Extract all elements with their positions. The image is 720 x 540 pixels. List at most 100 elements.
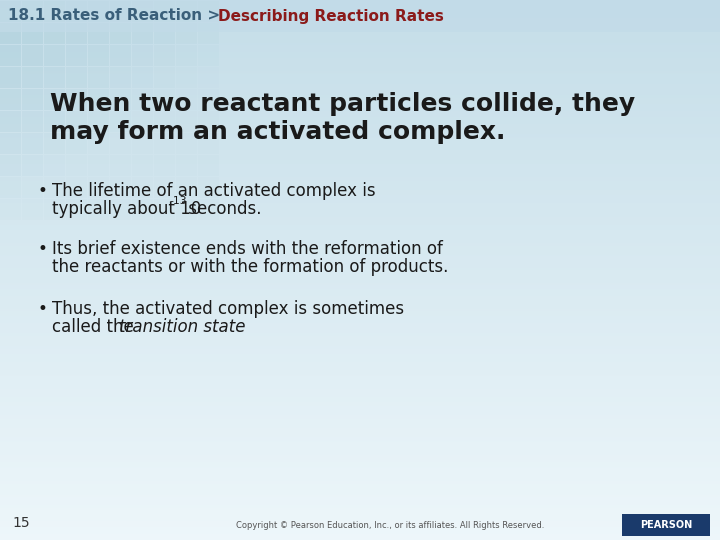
Bar: [0, 466, 720, 467]
Bar: [0, 364, 720, 365]
Bar: [0, 69, 720, 70]
Text: the reactants or with the formation of products.: the reactants or with the formation of p…: [52, 258, 449, 276]
Bar: [0, 468, 720, 469]
Bar: [0, 60, 720, 61]
Bar: [0, 158, 720, 159]
Bar: [0, 490, 720, 491]
Bar: [0, 441, 720, 442]
Bar: [132, 111, 153, 132]
Bar: [0, 204, 720, 205]
Bar: [0, 89, 21, 110]
Bar: [0, 419, 720, 420]
Bar: [0, 330, 720, 331]
Bar: [0, 312, 720, 313]
Bar: [132, 67, 153, 88]
Bar: [0, 86, 720, 87]
Bar: [0, 367, 720, 368]
Bar: [0, 360, 720, 361]
Bar: [0, 317, 720, 318]
Bar: [198, 111, 219, 132]
Bar: [0, 511, 720, 512]
Bar: [0, 494, 720, 495]
Bar: [0, 446, 720, 447]
Bar: [0, 239, 720, 240]
Bar: [0, 45, 21, 66]
Bar: [198, 45, 219, 66]
Bar: [0, 289, 720, 290]
Bar: [0, 276, 720, 277]
Bar: [0, 308, 720, 309]
Bar: [0, 374, 720, 375]
Text: When two reactant particles collide, they: When two reactant particles collide, the…: [50, 92, 635, 116]
Bar: [0, 80, 720, 81]
Text: seconds.: seconds.: [183, 200, 261, 218]
Bar: [0, 502, 720, 503]
Bar: [0, 268, 720, 269]
Bar: [0, 352, 720, 353]
Bar: [0, 534, 720, 535]
Bar: [0, 105, 720, 106]
Bar: [0, 246, 720, 247]
Bar: [0, 67, 720, 68]
Text: may form an activated complex.: may form an activated complex.: [50, 120, 505, 144]
Bar: [0, 482, 720, 483]
Bar: [0, 137, 720, 138]
Bar: [0, 399, 720, 400]
Bar: [44, 23, 65, 44]
Bar: [0, 176, 720, 177]
Bar: [0, 85, 720, 86]
Bar: [0, 469, 720, 470]
Text: transition state: transition state: [119, 318, 246, 336]
Bar: [0, 136, 720, 137]
Bar: [0, 473, 720, 474]
Bar: [0, 341, 720, 342]
Bar: [44, 155, 65, 176]
Bar: [0, 129, 720, 130]
Bar: [0, 435, 720, 436]
Bar: [0, 8, 720, 9]
Bar: [0, 94, 720, 95]
Bar: [0, 72, 720, 73]
Bar: [0, 412, 720, 413]
Bar: [0, 331, 720, 332]
Bar: [0, 205, 720, 206]
Bar: [0, 249, 720, 250]
Bar: [0, 340, 720, 341]
Bar: [0, 10, 720, 11]
Bar: [0, 232, 720, 233]
Bar: [176, 199, 197, 220]
Bar: [0, 23, 21, 44]
Bar: [0, 251, 720, 252]
Bar: [0, 223, 720, 224]
Bar: [176, 45, 197, 66]
Bar: [0, 211, 720, 212]
Bar: [0, 357, 720, 358]
Bar: [0, 531, 720, 532]
Bar: [0, 248, 720, 249]
Bar: [0, 59, 720, 60]
Bar: [0, 167, 720, 168]
Bar: [0, 375, 720, 376]
Bar: [0, 462, 720, 463]
Bar: [0, 440, 720, 441]
Bar: [0, 134, 720, 135]
Bar: [132, 45, 153, 66]
Bar: [88, 23, 109, 44]
Bar: [0, 124, 720, 125]
Bar: [0, 477, 720, 478]
Bar: [0, 501, 720, 502]
Text: Describing Reaction Rates: Describing Reaction Rates: [218, 9, 444, 24]
Bar: [22, 1, 43, 22]
Bar: [0, 18, 720, 19]
Bar: [0, 442, 720, 443]
Bar: [0, 476, 720, 477]
Bar: [0, 516, 720, 517]
Bar: [0, 143, 720, 144]
Bar: [0, 41, 720, 42]
Bar: [0, 120, 720, 121]
Bar: [0, 371, 720, 372]
Text: 15: 15: [12, 516, 30, 530]
Bar: [88, 67, 109, 88]
Bar: [0, 260, 720, 261]
Bar: [0, 313, 720, 314]
